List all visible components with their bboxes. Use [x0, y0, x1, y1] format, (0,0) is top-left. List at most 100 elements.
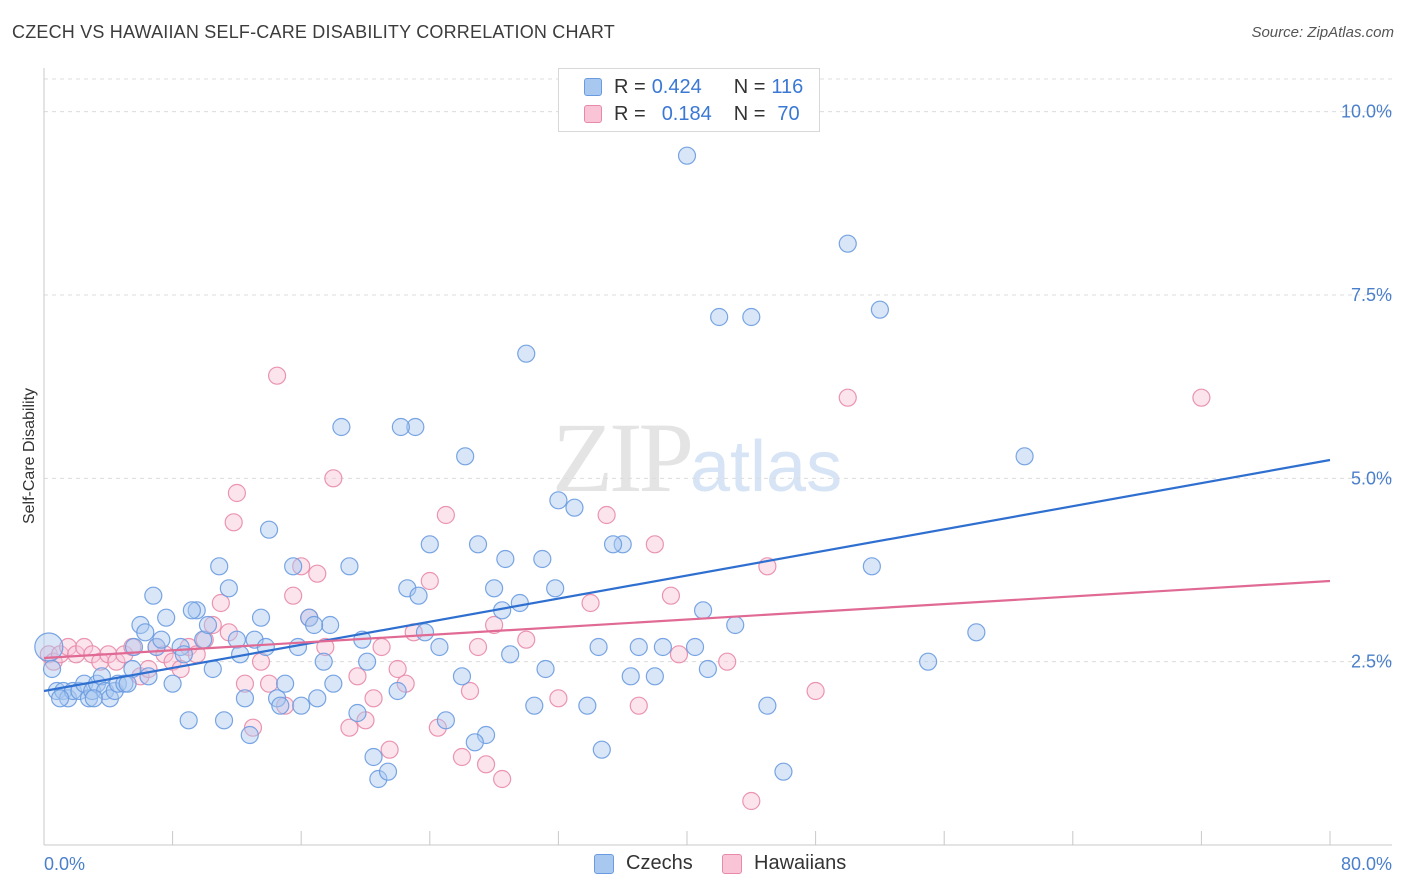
- data-point-hawaiians: [259, 674, 279, 693]
- data-point-czechs: [430, 637, 449, 657]
- data-point-czechs: [496, 549, 515, 569]
- legend-swatch-czechs: [584, 78, 602, 96]
- data-point-hawaiians: [324, 469, 343, 488]
- data-point-czechs: [157, 608, 176, 627]
- data-point-czechs: [259, 520, 279, 539]
- data-point-czechs: [321, 615, 340, 635]
- series-czechs: [34, 146, 1034, 789]
- data-point-hawaiians: [468, 637, 488, 657]
- data-point-czechs: [187, 601, 206, 620]
- data-point-czechs: [456, 447, 475, 466]
- data-point-czechs: [240, 725, 259, 745]
- data-point-hawaiians: [661, 586, 681, 605]
- data-point-czechs: [517, 344, 536, 363]
- trend-line-hawaiians: [43, 579, 1331, 660]
- data-point-czechs: [452, 667, 472, 686]
- data-point-czechs: [525, 696, 544, 715]
- data-point-czechs: [774, 762, 793, 781]
- data-point-hawaiians: [267, 366, 287, 385]
- x-tick-label: 80.0%: [1341, 854, 1392, 874]
- legend-r-value: 0.184: [661, 102, 712, 125]
- data-point-hawaiians: [460, 681, 480, 701]
- data-point-czechs: [210, 557, 229, 576]
- chart-title: CZECH VS HAWAIIAN SELF-CARE DISABILITY C…: [12, 22, 615, 42]
- data-point-czechs: [214, 711, 234, 730]
- data-point-czechs: [758, 696, 777, 715]
- data-point-czechs: [235, 689, 255, 708]
- data-point-czechs: [398, 579, 417, 598]
- data-point-hawaiians: [251, 652, 271, 671]
- series-hawaiians: [39, 366, 1211, 811]
- data-point-czechs: [870, 300, 890, 319]
- data-point-czechs: [284, 557, 303, 576]
- data-point-hawaiians: [224, 513, 243, 532]
- data-point-czechs: [84, 689, 103, 708]
- data-point-czechs: [645, 667, 664, 686]
- data-point-czechs: [124, 637, 144, 657]
- data-point-czechs: [251, 608, 271, 627]
- data-point-czechs: [592, 740, 611, 759]
- data-point-czechs: [271, 696, 290, 715]
- data-point-czechs: [198, 615, 218, 635]
- data-point-czechs: [406, 417, 425, 437]
- data-point-czechs: [348, 703, 367, 723]
- legend-n-value: 70: [777, 102, 800, 125]
- data-point-czechs: [314, 652, 333, 671]
- data-point-czechs: [710, 307, 729, 327]
- legend-r-label: R =: [614, 102, 646, 125]
- data-point-czechs: [578, 696, 597, 715]
- legend: R = 0.424 N = 116 R = 0.184 N = 70: [558, 68, 820, 132]
- data-point-czechs: [182, 601, 201, 620]
- data-point-czechs: [136, 623, 155, 642]
- data-point-hawaiians: [517, 630, 536, 649]
- data-point-hawaiians: [436, 505, 455, 525]
- data-point-hawaiians: [476, 755, 496, 774]
- data-point-czechs: [549, 491, 568, 510]
- trend-lines: [43, 458, 1331, 693]
- legend-n-label: N =: [733, 75, 766, 98]
- watermark-zip: ZIP: [552, 402, 694, 513]
- data-point-czechs: [726, 615, 745, 635]
- y-tick-label: 7.5%: [1351, 285, 1392, 305]
- data-point-czechs: [364, 747, 383, 767]
- watermark-atlas: atlas: [690, 427, 843, 507]
- data-point-hawaiians: [203, 615, 222, 635]
- data-point-hawaiians: [581, 593, 600, 613]
- data-point-czechs: [501, 645, 520, 664]
- data-point-czechs: [967, 623, 986, 642]
- data-point-czechs: [533, 549, 552, 569]
- data-point-czechs: [409, 586, 428, 605]
- data-point-czechs: [308, 689, 327, 708]
- data-point-hawaiians: [316, 637, 335, 657]
- data-point-hawaiians: [838, 388, 857, 407]
- data-point-czechs: [698, 659, 717, 679]
- data-point-hawaiians: [493, 769, 512, 789]
- tick-labels: 2.5% 5.0% 7.5% 10.0% 0.0% 80.0%: [44, 102, 1392, 874]
- data-point-hawaiians: [227, 483, 246, 503]
- data-point-czechs: [546, 579, 565, 598]
- data-point-czechs: [621, 667, 640, 686]
- data-point-czechs: [742, 307, 761, 327]
- legend-row-czechs: R = 0.424 N = 116: [584, 74, 803, 100]
- x-tick-label: 0.0%: [44, 854, 85, 874]
- y-tick-label: 5.0%: [1351, 468, 1392, 488]
- bottom-legend-swatch-czechs: [594, 853, 614, 874]
- data-point-czechs: [50, 689, 70, 708]
- data-point-hawaiians: [742, 791, 761, 811]
- data-point-czechs: [179, 711, 198, 730]
- data-point-czechs: [693, 601, 713, 620]
- data-point-czechs: [485, 579, 504, 598]
- data-point-hawaiians: [597, 505, 616, 525]
- data-point-czechs: [391, 417, 410, 437]
- legend-n-value: 116: [771, 75, 804, 98]
- data-point-hawaiians: [806, 681, 825, 701]
- data-point-czechs: [324, 674, 343, 693]
- bottom-legend: Czechs Hawaiians: [0, 852, 1406, 880]
- grid-lines: [44, 78, 1392, 663]
- data-point-czechs: [653, 637, 672, 657]
- data-point-hawaiians: [284, 586, 303, 605]
- data-point-czechs: [476, 725, 496, 745]
- data-point-czechs: [420, 535, 439, 554]
- trend-line-czechs: [43, 458, 1331, 693]
